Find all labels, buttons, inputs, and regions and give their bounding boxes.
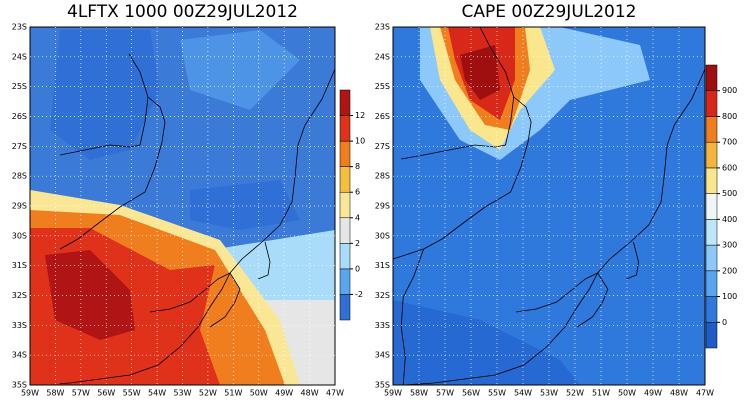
colorbar-label: 2	[355, 239, 360, 248]
lon-label: 59W	[384, 389, 402, 398]
lat-label: 25S	[12, 82, 27, 91]
lon-label: 59W	[21, 389, 39, 398]
lon-label: 55W	[123, 389, 141, 398]
colorbar-segment	[339, 191, 351, 219]
colorbar-segment	[705, 116, 718, 143]
colorbar-segment	[339, 140, 351, 167]
colorbar-segment	[705, 193, 718, 220]
lon-label: 50W	[618, 389, 636, 398]
colorbar-label: 0	[355, 264, 360, 273]
lon-label: 56W	[97, 389, 115, 398]
colorbar-segment	[339, 166, 351, 193]
colorbar-label: -2	[355, 290, 363, 299]
colorbar-label: 700	[722, 138, 737, 147]
colorbar-label: 12	[355, 111, 365, 120]
colorbar-label: 300	[722, 241, 737, 250]
colorbar-segment	[339, 294, 351, 321]
lat-label: 28S	[375, 172, 390, 181]
lat-label: 28S	[12, 172, 27, 181]
lat-label: 24S	[375, 52, 390, 61]
lat-label: 35S	[375, 381, 390, 390]
colorbar-label: 6	[355, 188, 360, 197]
lon-label: 50W	[250, 389, 268, 398]
panel-title: 4LFTX 1000 00Z29JUL2012	[67, 2, 298, 22]
colorbar-segment	[705, 64, 718, 91]
colorbar-segment	[705, 141, 718, 169]
lon-label: 48W	[301, 389, 319, 398]
lat-label: 30S	[375, 231, 390, 240]
lon-label: 57W	[72, 389, 90, 398]
lon-label: 51W	[592, 389, 610, 398]
colorbar-label: 0	[722, 318, 727, 327]
colorbar-segment	[705, 219, 718, 246]
colorbar-segment	[705, 270, 718, 297]
lat-label: 25S	[375, 82, 390, 91]
colorbar-segment	[339, 268, 351, 295]
lon-label: 47W	[696, 389, 714, 398]
lat-label: 24S	[12, 52, 27, 61]
colorbar-label: 8	[355, 162, 360, 171]
lon-label: 47W	[326, 389, 344, 398]
lon-label: 48W	[670, 389, 688, 398]
lat-label: 29S	[375, 202, 390, 211]
lat-label: 32S	[12, 291, 27, 300]
colorbar-label: 900	[722, 86, 737, 95]
lon-label: 57W	[436, 389, 454, 398]
lat-label: 27S	[375, 142, 390, 151]
lat-label: 35S	[12, 381, 27, 390]
lon-label: 49W	[644, 389, 662, 398]
lon-label: 53W	[540, 389, 558, 398]
colorbar-segment	[339, 217, 351, 244]
lat-label: 30S	[12, 231, 27, 240]
lon-label: 52W	[566, 389, 584, 398]
colorbar-label: 400	[722, 215, 737, 224]
lon-label: 54W	[148, 389, 166, 398]
colorbar-label: 100	[722, 292, 737, 301]
colorbar-segment	[339, 89, 351, 116]
lat-label: 33S	[375, 321, 390, 330]
lat-label: 31S	[375, 261, 390, 270]
lat-label: 33S	[12, 321, 27, 330]
lon-label: 54W	[514, 389, 532, 398]
colorbar-segment	[339, 243, 351, 270]
lat-label: 23S	[375, 23, 390, 32]
lat-label: 34S	[375, 351, 390, 360]
colorbar-label: 10	[355, 137, 365, 146]
colorbar-label: 600	[722, 163, 737, 172]
lat-label: 31S	[12, 261, 27, 270]
colorbar-segment	[705, 90, 718, 117]
lon-label: 55W	[488, 389, 506, 398]
lat-label: 32S	[375, 291, 390, 300]
lon-label: 49W	[275, 389, 293, 398]
colorbar-segment	[705, 167, 718, 194]
lat-label: 34S	[12, 351, 27, 360]
lon-label: 56W	[462, 389, 480, 398]
colorbar-label: 500	[722, 189, 737, 198]
colorbar-segment	[705, 244, 718, 272]
lon-label: 53W	[173, 389, 191, 398]
lat-label: 26S	[375, 112, 390, 121]
lon-label: 58W	[410, 389, 428, 398]
lat-label: 27S	[12, 142, 27, 151]
lat-label: 26S	[12, 112, 27, 121]
lat-label: 23S	[12, 23, 27, 32]
colorbar-segment	[705, 322, 718, 349]
lon-label: 58W	[46, 389, 64, 398]
lon-label: 52W	[199, 389, 217, 398]
colorbar-segment	[339, 115, 351, 142]
lat-label: 29S	[12, 202, 27, 211]
panel-title: CAPE 00Z29JUL2012	[462, 2, 637, 22]
colorbar-label: 200	[722, 266, 737, 275]
colorbar-label: 4	[355, 213, 360, 222]
colorbar-label: 800	[722, 112, 737, 121]
colorbar-segment	[705, 296, 718, 323]
lon-label: 51W	[224, 389, 242, 398]
